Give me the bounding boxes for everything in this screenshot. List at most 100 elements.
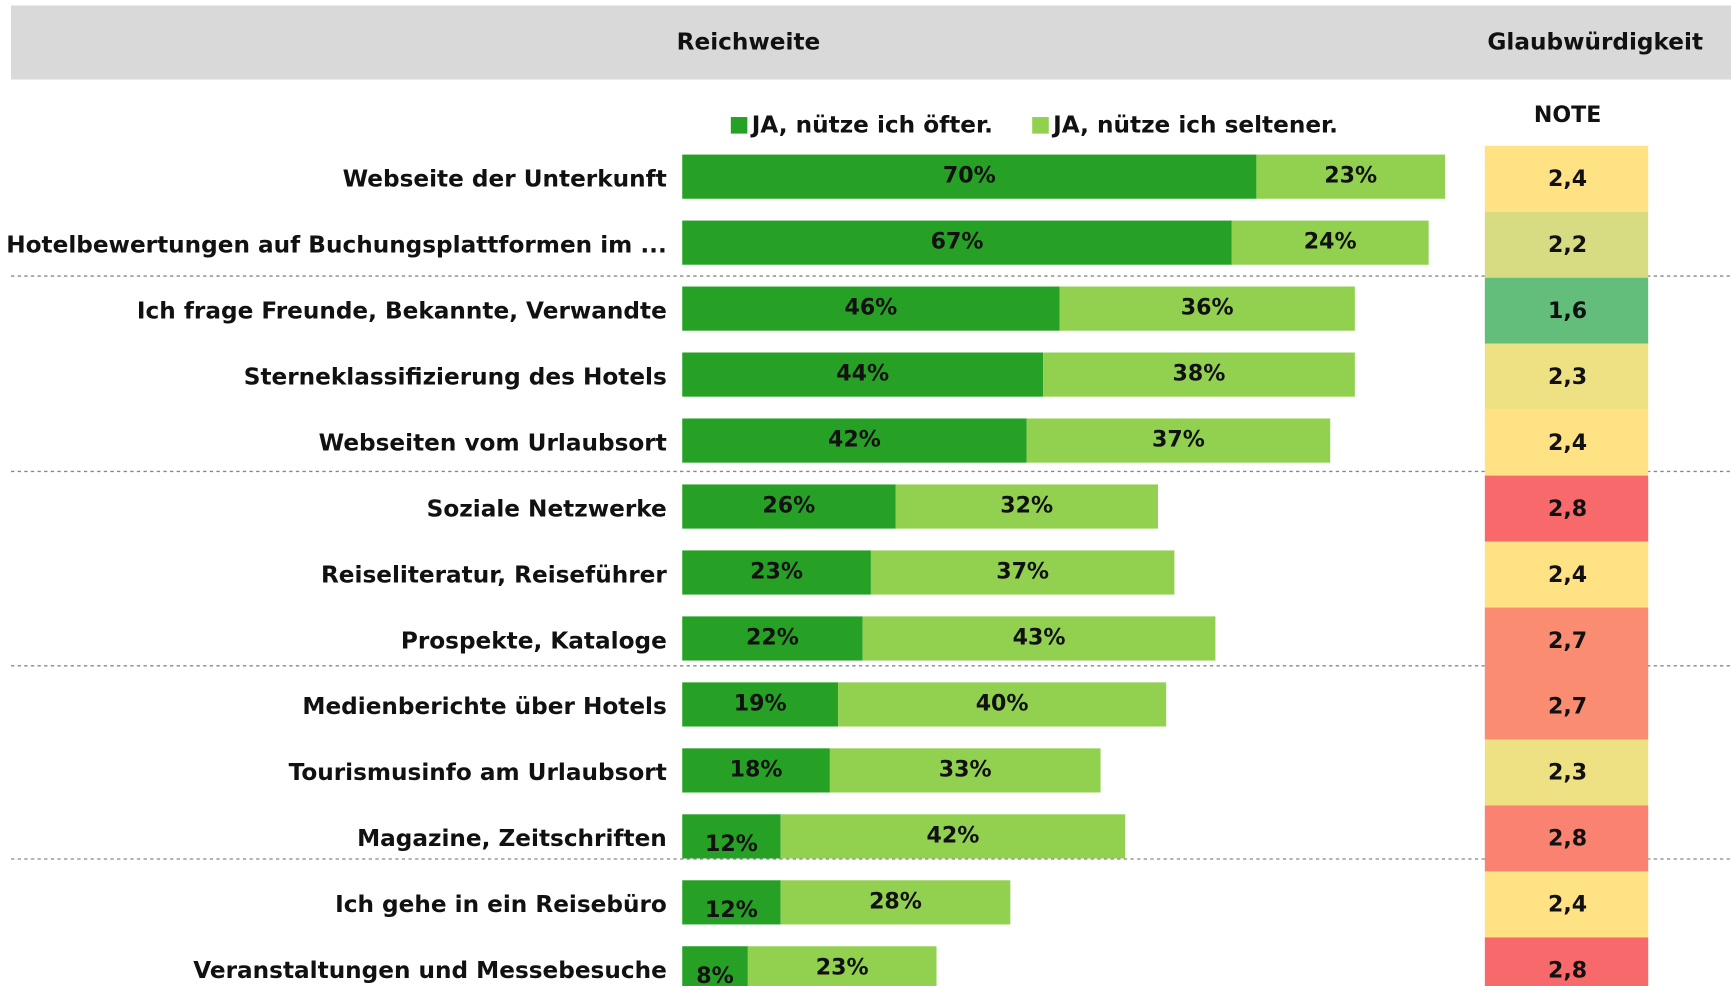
category-label: Prospekte, Kataloge bbox=[401, 627, 667, 654]
value-label: 33% bbox=[939, 757, 992, 782]
category-label: Magazine, Zeitschriften bbox=[357, 825, 667, 852]
category-label: Reiseliteratur, Reiseführer bbox=[321, 561, 667, 588]
category-label: Hotelbewertungen auf Buchungsplattformen… bbox=[6, 231, 667, 258]
value-label: 23% bbox=[1324, 164, 1377, 189]
category-label: Ich gehe in ein Reisebüro bbox=[335, 891, 667, 918]
credibility-value: 1,6 bbox=[1548, 299, 1587, 324]
bar-segment bbox=[682, 220, 1232, 265]
bar-segment bbox=[682, 418, 1027, 463]
credibility-title: Glaubwürdigkeit bbox=[1487, 29, 1703, 56]
category-label: Webseite der Unterkunft bbox=[343, 165, 667, 192]
bar-segment bbox=[895, 484, 1158, 529]
bar-segment bbox=[1026, 418, 1331, 463]
value-label: 19% bbox=[734, 691, 787, 716]
bar-segment bbox=[1043, 352, 1355, 397]
credibility-value: 2,3 bbox=[1548, 365, 1587, 390]
category-label: Sterneklassifizierung des Hotels bbox=[244, 363, 667, 390]
bar-segment bbox=[862, 616, 1216, 661]
bar-segment bbox=[780, 814, 1126, 859]
value-label: 70% bbox=[943, 164, 996, 189]
group-separators bbox=[11, 275, 1731, 860]
bar-segment bbox=[682, 286, 1060, 331]
value-label: 42% bbox=[926, 823, 979, 848]
value-label: 32% bbox=[1000, 494, 1053, 519]
bar-segment bbox=[682, 352, 1044, 397]
value-label: 22% bbox=[746, 625, 799, 650]
header-band bbox=[11, 5, 1731, 80]
bar-segment bbox=[838, 682, 1167, 727]
credibility-cell bbox=[1484, 343, 1649, 410]
bar-segment bbox=[747, 946, 937, 986]
bar-segment bbox=[682, 550, 871, 595]
bar-segment bbox=[682, 748, 830, 793]
credibility-value: 2,4 bbox=[1548, 431, 1587, 456]
category-label: Ich frage Freunde, Bekannte, Verwandte bbox=[137, 297, 667, 324]
credibility-value: 2,7 bbox=[1548, 695, 1587, 720]
bar-segment bbox=[682, 880, 781, 925]
value-label: 44% bbox=[836, 362, 889, 387]
bar-segment bbox=[1059, 286, 1355, 331]
value-label: 26% bbox=[762, 494, 815, 519]
credibility-value: 2,7 bbox=[1548, 629, 1587, 654]
credibility-header: NOTE bbox=[1534, 103, 1601, 128]
credibility-value: 2,2 bbox=[1548, 233, 1587, 258]
category-label: Veranstaltungen und Messebesuche bbox=[193, 957, 667, 984]
category-label: Soziale Netzwerke bbox=[427, 495, 667, 522]
bar-segment bbox=[1256, 154, 1446, 199]
legend-label: JA, nütze ich seltener. bbox=[1051, 111, 1338, 138]
legend-label: JA, nütze ich öfter. bbox=[750, 111, 993, 138]
legend-swatch bbox=[1032, 117, 1049, 134]
value-label: 67% bbox=[931, 230, 984, 255]
value-label: 38% bbox=[1173, 362, 1226, 387]
value-label: 42% bbox=[828, 428, 881, 453]
credibility-cell bbox=[1484, 871, 1649, 938]
credibility-cell bbox=[1484, 145, 1649, 212]
bar-segment bbox=[870, 550, 1175, 595]
credibility-value: 2,8 bbox=[1548, 959, 1587, 984]
credibility-value: 2,4 bbox=[1548, 563, 1587, 588]
value-label: 12% bbox=[705, 898, 758, 923]
bar-segment bbox=[682, 682, 839, 727]
value-label: 28% bbox=[869, 889, 922, 914]
credibility-cell bbox=[1484, 739, 1649, 806]
value-label: 8% bbox=[696, 964, 733, 986]
bar-segment bbox=[1231, 220, 1429, 265]
value-label: 37% bbox=[1152, 428, 1205, 453]
value-label: 36% bbox=[1181, 296, 1234, 321]
credibility-cell bbox=[1484, 937, 1649, 986]
bar-segment bbox=[682, 946, 748, 986]
bar-segment bbox=[682, 814, 781, 859]
value-label: 46% bbox=[844, 296, 897, 321]
value-label: 23% bbox=[816, 955, 869, 980]
credibility-cell bbox=[1484, 409, 1649, 476]
value-label: 43% bbox=[1013, 625, 1066, 650]
credibility-value: 2,4 bbox=[1548, 893, 1587, 918]
credibility-cell bbox=[1484, 211, 1649, 278]
credibility-cell bbox=[1484, 673, 1649, 740]
credibility-cell bbox=[1484, 805, 1649, 872]
legend-swatch bbox=[730, 117, 748, 134]
credibility-value: 2,8 bbox=[1548, 497, 1587, 522]
value-label: 12% bbox=[705, 832, 758, 857]
credibility-cell bbox=[1484, 541, 1649, 608]
credibility-cell bbox=[1484, 277, 1649, 344]
bar-segment bbox=[829, 748, 1101, 793]
value-label: 37% bbox=[996, 559, 1049, 584]
value-label: 23% bbox=[750, 559, 803, 584]
category-label: Webseiten vom Urlaubsort bbox=[319, 429, 667, 456]
value-label: 24% bbox=[1304, 230, 1357, 255]
credibility-value: 2,4 bbox=[1548, 167, 1587, 192]
category-label: Tourismusinfo am Urlaubsort bbox=[289, 759, 667, 786]
credibility-cell bbox=[1484, 607, 1649, 674]
value-label: 18% bbox=[730, 757, 783, 782]
credibility-cell bbox=[1484, 475, 1649, 542]
category-label: Medienberichte über Hotels bbox=[302, 693, 666, 720]
bar-segment bbox=[682, 154, 1257, 199]
bar-segment bbox=[780, 880, 1011, 925]
bar-segment bbox=[682, 484, 896, 529]
value-label: 40% bbox=[976, 691, 1029, 716]
credibility-value: 2,8 bbox=[1548, 827, 1587, 852]
bar-segment bbox=[682, 616, 863, 661]
